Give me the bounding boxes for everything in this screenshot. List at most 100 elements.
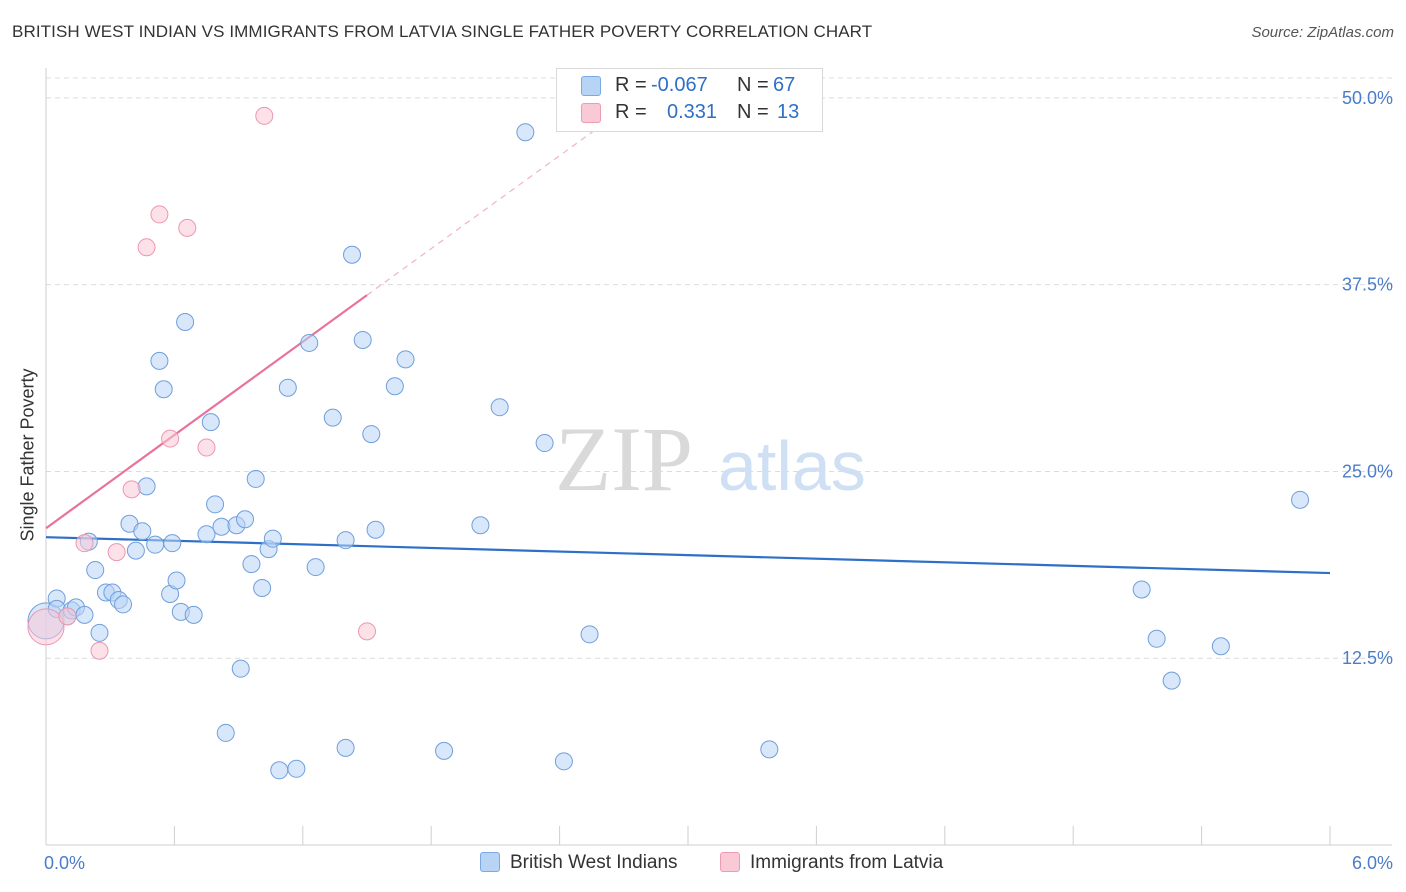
point-british-west-indian — [236, 510, 255, 529]
point-british-west-indian — [366, 520, 385, 539]
point-british-west-indian — [114, 595, 133, 614]
point-british-west-indian — [206, 495, 225, 514]
point-british-west-indian — [201, 413, 220, 432]
y-tick-label: 37.5% — [1342, 275, 1393, 295]
point-british-west-indian — [435, 741, 454, 760]
point-british-west-indian — [516, 123, 535, 142]
legend-item-british-west-indians: British West Indians — [480, 852, 678, 874]
point-latvia — [137, 238, 156, 257]
legend-swatch-blue — [480, 852, 500, 872]
point-latvia — [178, 218, 197, 237]
point-british-west-indian — [278, 378, 297, 397]
point-british-west-indian — [253, 578, 272, 597]
point-british-west-indian — [760, 740, 779, 759]
point-latvia — [150, 205, 169, 224]
legend-r-value-blue: -0.067 — [651, 74, 708, 96]
chart-title: BRITISH WEST INDIAN VS IMMIGRANTS FROM L… — [12, 22, 873, 41]
point-british-west-indian — [212, 517, 231, 536]
point-british-west-indian — [1211, 637, 1230, 656]
point-british-west-indian — [154, 380, 173, 399]
x-tick-label: 0.0% — [44, 853, 85, 873]
point-latvia — [255, 106, 274, 125]
trend-line-pink-extension — [366, 127, 599, 296]
y-tick-label: 25.0% — [1342, 461, 1393, 481]
point-latvia — [58, 607, 77, 626]
data-points — [27, 106, 1310, 780]
legend-label-blue: British West Indians — [510, 852, 678, 873]
trend-lines — [45, 127, 1331, 575]
legend-swatch-pink — [720, 852, 740, 872]
point-british-west-indian — [146, 535, 165, 554]
point-british-west-indian — [216, 723, 235, 742]
point-british-west-indian — [263, 529, 282, 548]
y-axis-label: Single Father Poverty — [17, 368, 38, 542]
point-british-west-indian — [300, 333, 319, 352]
point-british-west-indian — [362, 425, 381, 444]
point-latvia — [197, 438, 216, 457]
watermark: ZIP atlas — [555, 408, 866, 510]
point-latvia — [161, 429, 180, 448]
point-british-west-indian — [385, 377, 404, 396]
point-british-west-indian — [343, 245, 362, 264]
legend-label-pink: Immigrants from Latvia — [750, 852, 944, 873]
legend-r-label: R = — [615, 101, 647, 123]
point-british-west-indian — [167, 571, 186, 590]
point-british-west-indian — [580, 625, 599, 644]
point-british-west-indian — [471, 516, 490, 535]
point-british-west-indian — [242, 555, 261, 574]
y-tick-label: 12.5% — [1342, 648, 1393, 668]
legend-r-label: R = — [615, 74, 647, 96]
point-british-west-indian — [287, 759, 306, 778]
point-british-west-indian — [184, 605, 203, 624]
point-british-west-indian — [90, 623, 109, 642]
point-british-west-indian — [323, 408, 342, 427]
trend-line-pink — [45, 294, 368, 530]
legend-item-immigrants-from-latvia: Immigrants from Latvia — [720, 852, 943, 874]
point-british-west-indian — [554, 752, 573, 771]
point-british-west-indian — [176, 313, 195, 332]
watermark-atlas: atlas — [718, 427, 866, 505]
point-latvia — [107, 543, 126, 562]
point-british-west-indian — [270, 761, 289, 780]
point-british-west-indian — [396, 350, 415, 369]
point-latvia — [358, 622, 376, 641]
tick-labels: 12.5% 25.0% 37.5% 50.0% 0.0% 6.0% — [44, 88, 1393, 873]
legend-n-value-blue: 67 — [773, 74, 796, 96]
point-british-west-indian — [353, 330, 372, 349]
point-british-west-indian — [137, 477, 156, 496]
point-british-west-indian — [163, 534, 182, 553]
point-british-west-indian — [1291, 490, 1310, 509]
point-british-west-indian — [336, 531, 355, 550]
point-british-west-indian — [1147, 629, 1166, 648]
point-latvia — [122, 480, 141, 499]
point-british-west-indian — [75, 605, 94, 624]
point-british-west-indian — [490, 398, 509, 417]
axes — [45, 68, 1392, 846]
trend-line-blue — [45, 536, 1331, 575]
correlation-legend: R = -0.067 N = 67 R = 0.331 N = 13 — [556, 68, 823, 132]
point-latvia — [75, 534, 94, 553]
legend-r-value-pink: 0.331 — [667, 101, 718, 123]
point-british-west-indian — [246, 469, 265, 488]
point-british-west-indian — [231, 659, 250, 678]
point-latvia — [90, 641, 109, 660]
legend-swatch-pink — [581, 103, 601, 123]
point-british-west-indian — [150, 351, 169, 370]
point-british-west-indian — [86, 561, 105, 580]
legend-n-label: N = — [737, 74, 769, 96]
legend-n-label: N = — [737, 101, 769, 123]
point-british-west-indian — [336, 738, 355, 757]
point-british-west-indian — [1162, 671, 1181, 690]
point-british-west-indian — [535, 434, 554, 453]
watermark-zip: ZIP — [555, 408, 693, 510]
point-british-west-indian — [1132, 580, 1151, 599]
legend-swatch-blue — [581, 76, 601, 96]
point-british-west-indian — [306, 558, 325, 577]
point-latvia — [27, 608, 65, 646]
point-british-west-indian — [197, 525, 216, 544]
point-british-west-indian — [133, 522, 152, 541]
x-tick-label: 6.0% — [1352, 853, 1393, 873]
point-british-west-indian — [126, 541, 145, 560]
legend-n-value-pink: 13 — [777, 101, 800, 123]
